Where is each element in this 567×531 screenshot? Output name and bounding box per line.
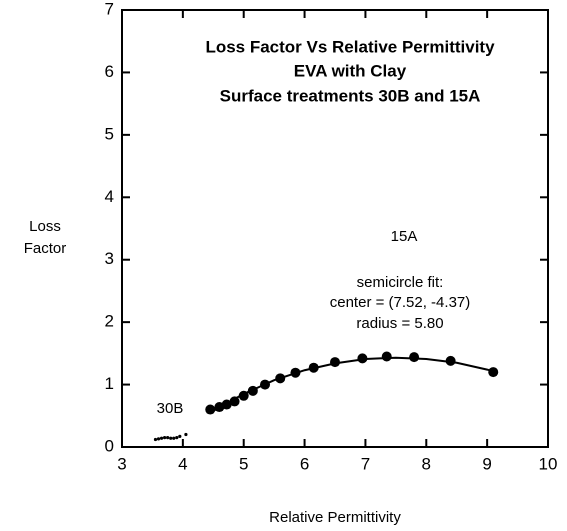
data-dot: [156, 437, 161, 441]
x-tick-label: 4: [178, 454, 187, 473]
plot-frame: [121, 9, 549, 448]
data-dot: [159, 436, 164, 440]
x-tick-label: 7: [361, 454, 370, 473]
fit-curve: [209, 356, 494, 414]
y-axis-label: Factor: [24, 240, 67, 257]
data-dot: [153, 437, 158, 442]
data-point: [205, 404, 216, 415]
data-point: [445, 355, 456, 366]
x-tick-label: 3: [117, 454, 126, 473]
x-tick-label: 5: [239, 454, 248, 473]
chart-title: Loss Factor Vs Relative Permittivity: [205, 37, 495, 56]
data-point: [409, 352, 420, 363]
data-dot: [163, 436, 167, 440]
data-point: [381, 351, 392, 362]
x-tick-label: 9: [482, 454, 491, 473]
y-tick-label: 5: [105, 124, 114, 143]
data-point: [357, 353, 368, 364]
data-dot: [178, 434, 182, 438]
y-tick-label: 3: [105, 249, 114, 268]
annotation: 15A: [391, 228, 418, 245]
data-dot: [172, 436, 176, 440]
data-dot: [166, 436, 170, 440]
y-tick-label: 4: [105, 187, 114, 206]
y-tick-label: 7: [105, 0, 114, 18]
data-dot: [184, 432, 188, 437]
y-axis-label: Loss: [29, 218, 61, 235]
y-tick-label: 1: [105, 374, 114, 393]
chart-title: EVA with Clay: [294, 61, 407, 80]
y-tick-label: 6: [105, 62, 114, 81]
chart-title: Surface treatments 30B and 15A: [220, 86, 481, 105]
data-dot: [169, 436, 173, 440]
x-tick-label: 10: [539, 454, 558, 473]
data-dot: [175, 436, 179, 440]
annotation: 30B: [157, 400, 184, 417]
data-point: [229, 396, 240, 407]
data-point: [488, 367, 499, 378]
annotation: radius = 5.80: [356, 315, 443, 332]
y-tick-label: 0: [105, 436, 114, 455]
x-axis-label: Relative Permittivity: [269, 509, 401, 526]
annotation: center = (7.52, -4.37): [330, 294, 471, 311]
annotation: semicircle fit:: [357, 274, 444, 291]
x-tick-label: 8: [422, 454, 431, 473]
y-tick-label: 2: [105, 312, 114, 331]
x-tick-label: 6: [300, 454, 309, 473]
